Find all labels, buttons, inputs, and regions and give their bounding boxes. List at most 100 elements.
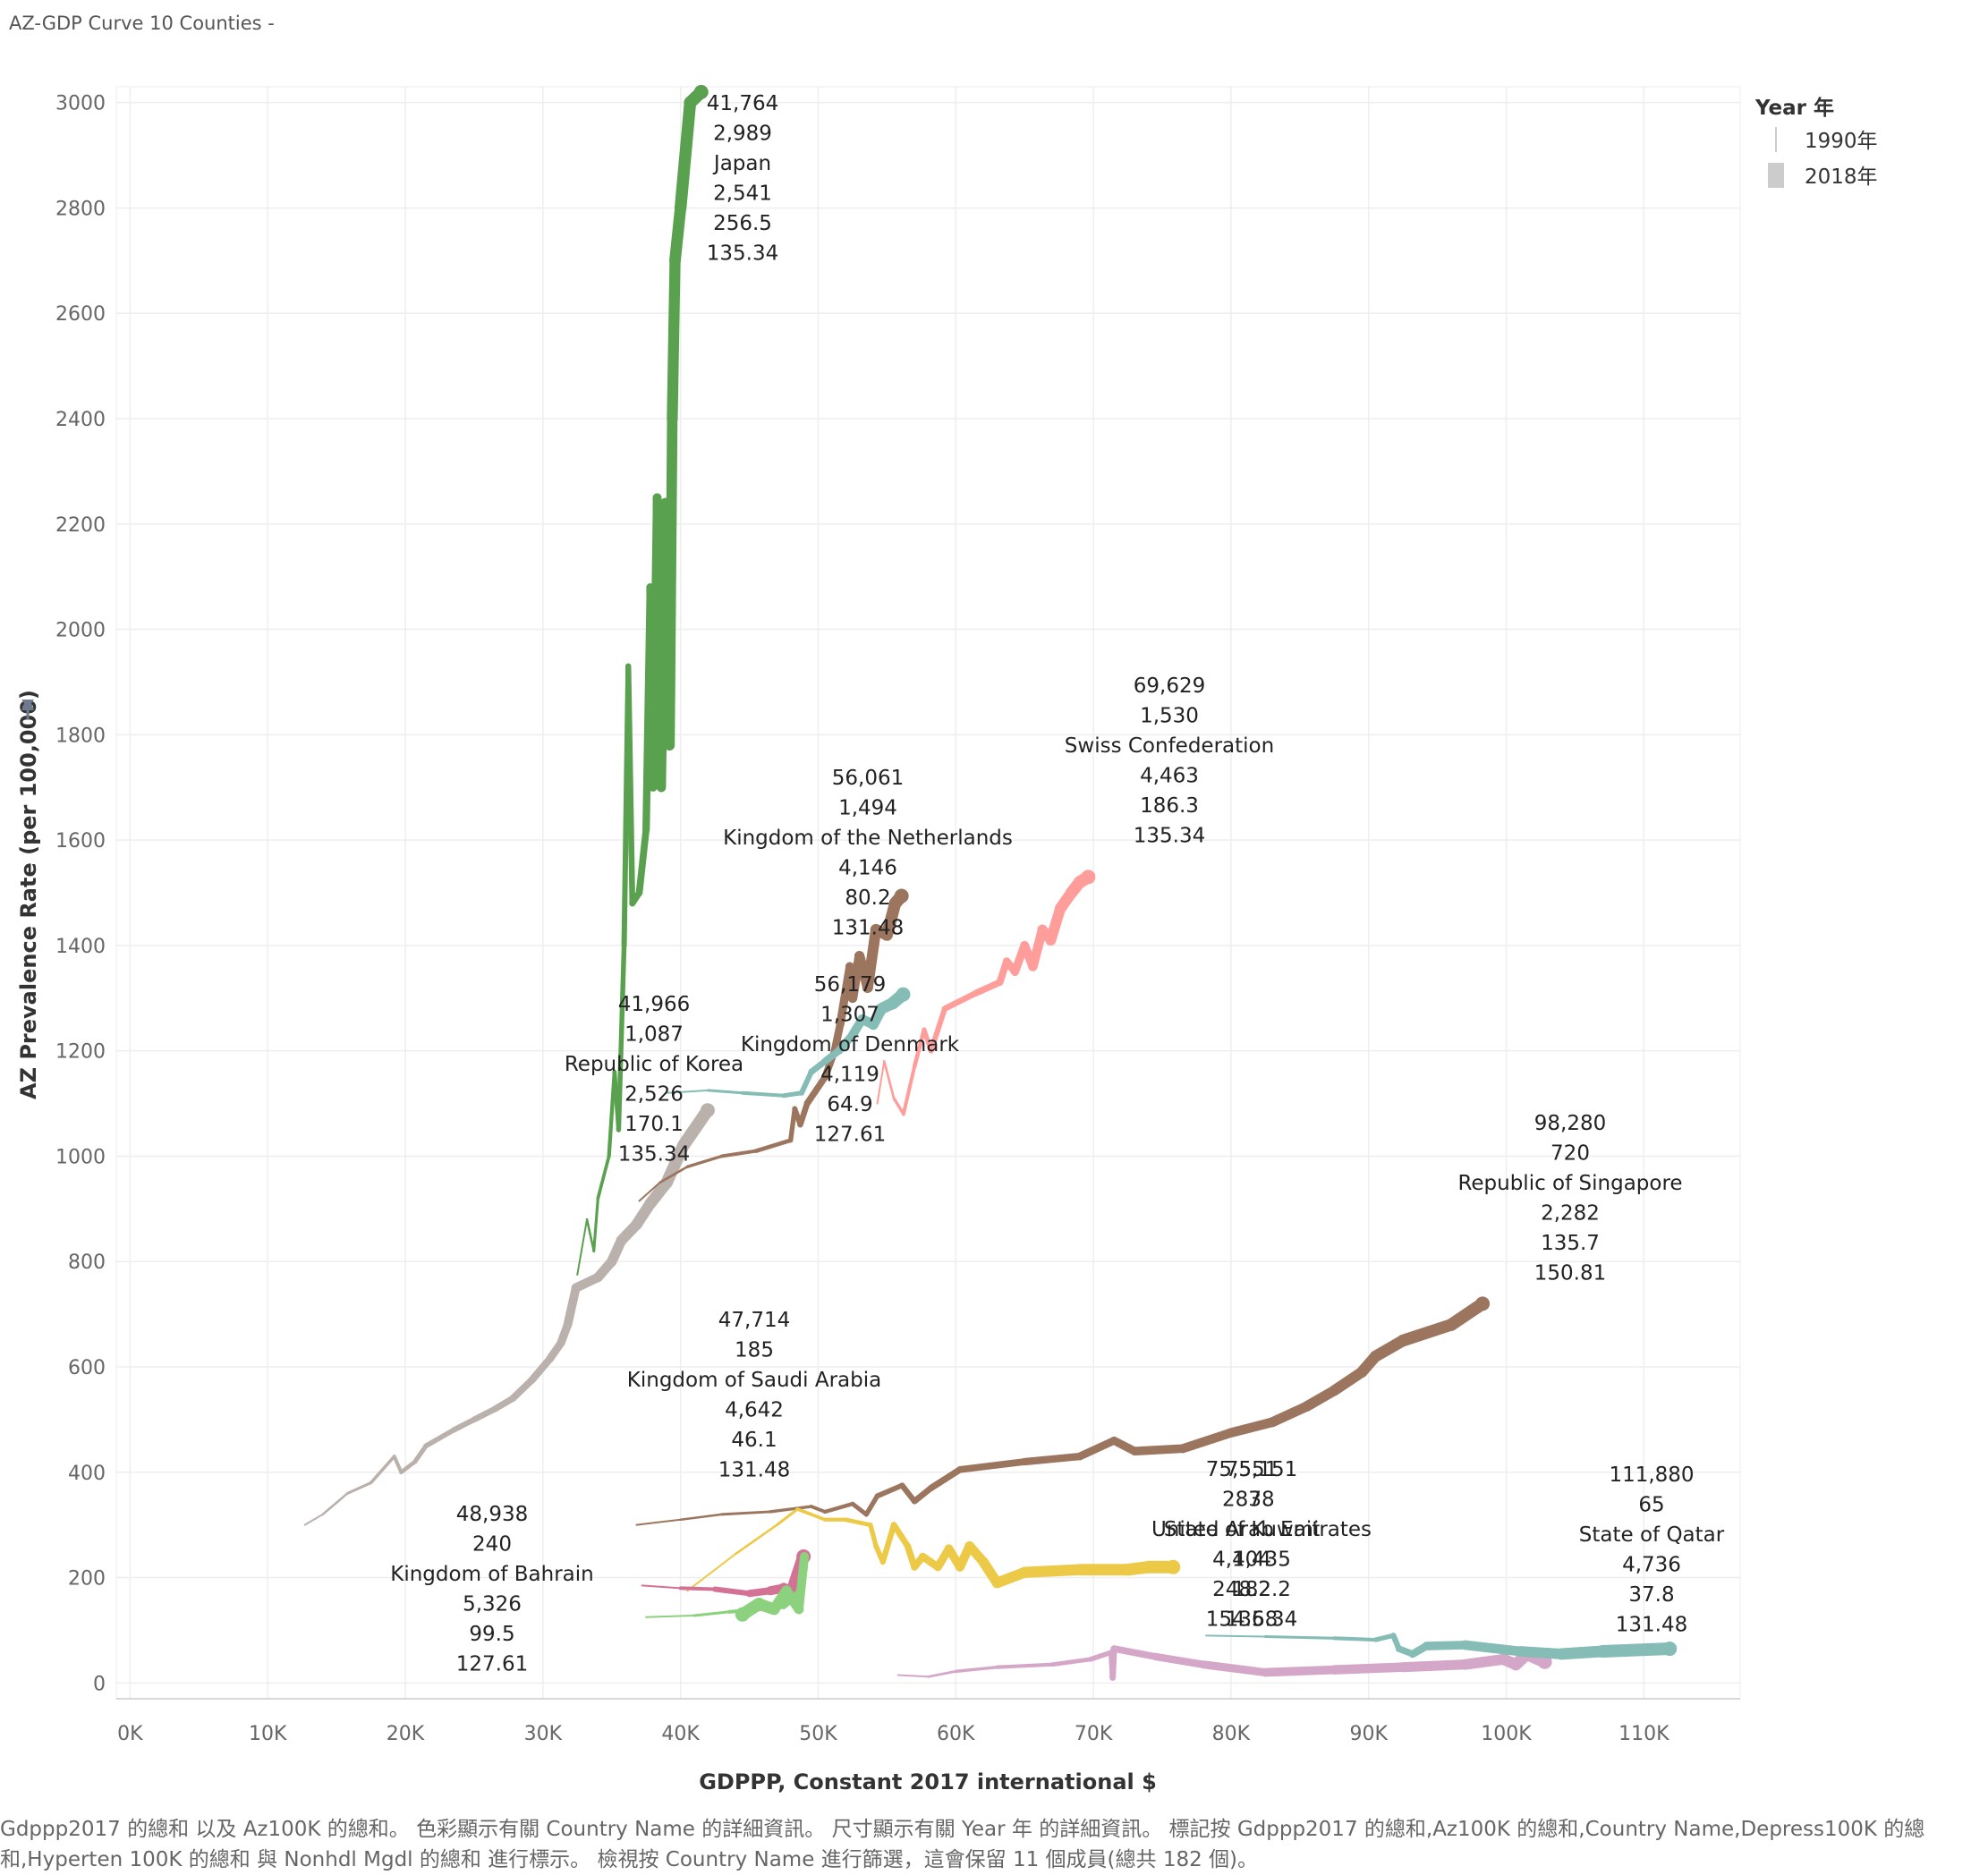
series-united-arab-emirates[interactable] <box>896 1645 1552 1681</box>
mark-label-line: 131.48 <box>1616 1614 1687 1637</box>
series-endpoint[interactable] <box>735 1607 750 1622</box>
mark-label-line: 185 <box>735 1339 774 1362</box>
series-segment <box>528 1355 554 1384</box>
mark-label-line: State of Qatar <box>1579 1523 1725 1547</box>
series-layer <box>303 84 1678 1681</box>
mark-label-line: 150.81 <box>1534 1262 1606 1285</box>
series-segment <box>658 1165 689 1184</box>
series-kingdom-of-denmark[interactable] <box>666 987 911 1099</box>
series-segment <box>956 1458 1029 1473</box>
mark-label-line: 135.34 <box>707 242 778 266</box>
y-axis-title: AZ Prevalence Rate (per 100,000) <box>16 690 41 1099</box>
legend-item[interactable]: 2018年 <box>1768 163 1878 189</box>
series-swiss-confederation[interactable] <box>876 870 1096 1116</box>
series-segment <box>863 1493 880 1517</box>
series-segment <box>798 1069 814 1096</box>
mark-label-line: 154.68 <box>1206 1608 1278 1632</box>
series-endpoint[interactable] <box>894 888 909 904</box>
series-segment <box>822 1501 855 1514</box>
series-endpoint[interactable] <box>700 1103 715 1118</box>
series-segment <box>1205 1634 1267 1638</box>
series-endpoint[interactable] <box>1081 870 1096 885</box>
chart-title: AZ-GDP Curve 10 Counties - <box>9 13 275 34</box>
mark-label-line: 4,146 <box>838 857 897 880</box>
series-segment <box>1422 1641 1470 1650</box>
series-segment <box>635 826 650 896</box>
series-segment <box>1460 1640 1525 1657</box>
series-segment <box>1177 1428 1236 1454</box>
mark-label-line: 98,280 <box>1534 1112 1606 1135</box>
series-segment <box>879 1522 897 1565</box>
plot-area <box>115 86 1741 1700</box>
y-tick-label: 2000 <box>55 620 106 642</box>
series-segment <box>1596 1642 1677 1658</box>
y-tick-label: 2400 <box>55 409 106 431</box>
series-segment <box>1088 1650 1114 1662</box>
series-segment <box>890 1522 911 1549</box>
series-segment <box>1199 1660 1270 1677</box>
series-segment <box>369 1455 396 1485</box>
y-tick-label: 1200 <box>55 1041 106 1064</box>
series-segment <box>719 1149 759 1158</box>
series-segment <box>1261 1665 1339 1677</box>
series-kingdom-of-saudi-arabia[interactable] <box>686 1507 1181 1592</box>
mark-label-line: 75,151 <box>1226 1458 1297 1481</box>
mark-label-line: Kingdom of Bahrain <box>390 1563 593 1586</box>
series-kingdom-of-the-netherlands[interactable] <box>638 888 909 1202</box>
mark-label-line: 135.34 <box>1226 1608 1297 1632</box>
mark-label-line: 2,989 <box>713 123 772 146</box>
legend-swatch <box>1768 163 1784 188</box>
x-tick-label: 90K <box>1349 1723 1388 1745</box>
mark-label: 111,880 65 State of Qatar 4,736 37.8 131.48 <box>1579 1464 1725 1637</box>
series-segment <box>912 1027 927 1069</box>
y-tick-label: 600 <box>68 1357 106 1379</box>
series-segment <box>803 1073 828 1107</box>
y-tick-label: 1400 <box>55 936 106 958</box>
legend-title: Year 年 <box>1754 96 1834 120</box>
series-segment <box>734 1523 778 1556</box>
mark-label-line: 240 <box>472 1533 512 1557</box>
legend-swatch <box>1775 127 1777 152</box>
mark-label-line: 4,463 <box>1140 765 1199 788</box>
y-tick-label: 200 <box>68 1568 106 1591</box>
series-segment <box>720 1510 772 1516</box>
series-endpoint[interactable] <box>896 987 911 1002</box>
series-japan[interactable] <box>576 84 709 1276</box>
mark-label-line: 56,061 <box>832 767 904 790</box>
legend-item[interactable]: 1990年 <box>1775 127 1878 153</box>
series-segment <box>1514 1646 1567 1659</box>
series-segment <box>674 96 697 215</box>
x-tick-label: 10K <box>249 1723 287 1745</box>
series-republic-of-singapore[interactable] <box>635 1296 1491 1526</box>
mark-label-line: Kingdom of Saudi Arabia <box>627 1369 881 1392</box>
series-segment <box>1398 1659 1470 1673</box>
series-state-of-qatar[interactable] <box>1205 1633 1678 1660</box>
mark-label-line: 41,966 <box>618 993 690 1016</box>
series-state-of-kuwait[interactable] <box>645 1552 810 1622</box>
series-segment <box>645 1614 696 1618</box>
legend-label: 2018年 <box>1805 165 1878 189</box>
series-endpoint[interactable] <box>1475 1296 1491 1311</box>
series-segment <box>1151 1652 1208 1668</box>
series-segment <box>450 1416 478 1433</box>
series-endpoint[interactable] <box>693 84 709 99</box>
series-segment <box>740 1090 786 1098</box>
x-axis-title: GDPPP, Constant 2017 international $ <box>699 1769 1157 1794</box>
series-endpoint[interactable] <box>1166 1559 1181 1574</box>
mark-label-line: Kingdom of the Netherlands <box>723 827 1013 850</box>
series-segment <box>576 1218 589 1276</box>
mark-label-line: 5,326 <box>463 1593 522 1616</box>
mark-label-line: 131.48 <box>718 1459 790 1482</box>
y-tick-label: 3000 <box>55 93 106 115</box>
y-tick-label: 2600 <box>55 303 106 326</box>
legend-label: 1990年 <box>1805 130 1878 153</box>
mark-label-line: 2,282 <box>1541 1202 1600 1226</box>
mark-label-line: 135.34 <box>1134 825 1205 848</box>
pin-icon[interactable] <box>21 700 34 719</box>
mark-label-line: 47,714 <box>718 1309 790 1332</box>
y-tick-label: 400 <box>68 1463 106 1485</box>
series-endpoint[interactable] <box>1662 1642 1678 1657</box>
series-segment <box>669 202 687 267</box>
series-segment <box>624 663 636 907</box>
mark-label-line: 65 <box>1638 1494 1664 1517</box>
